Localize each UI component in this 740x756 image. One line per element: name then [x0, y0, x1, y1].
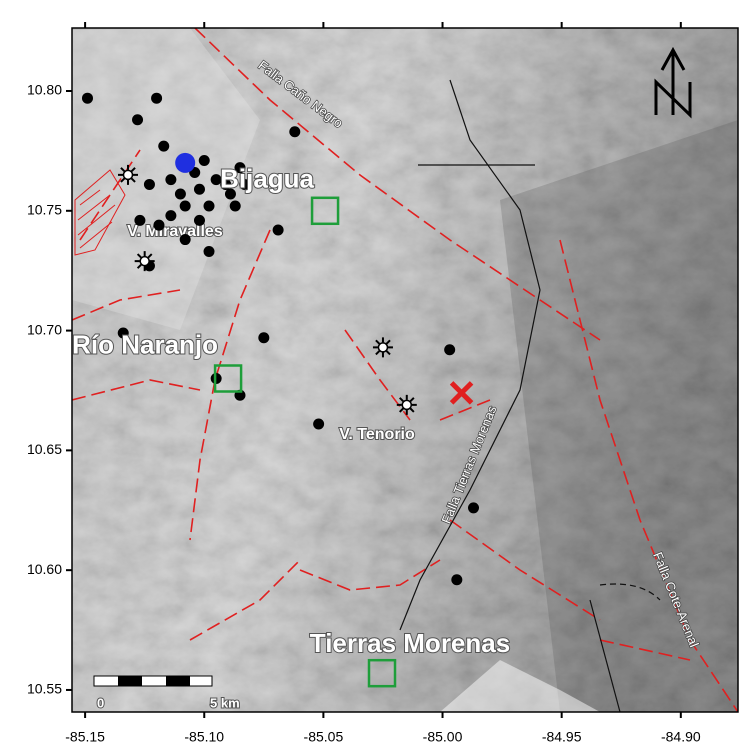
epicenter	[273, 224, 284, 235]
epicenter	[82, 93, 93, 104]
epicenter	[451, 574, 462, 585]
epicenter	[180, 234, 191, 245]
vent	[402, 400, 411, 409]
y-tick-label: 10.60	[27, 561, 62, 577]
y-tick-label: 10.70	[27, 321, 62, 337]
epicenter	[313, 419, 324, 430]
volcano-label: V. Tenorio	[339, 426, 415, 443]
map-figure: 0 5 km V. Miravalles V. Tenorio Falla Ca…	[0, 0, 740, 756]
epicenter	[444, 344, 455, 355]
y-tick-label: 10.65	[27, 441, 62, 457]
epicenter	[175, 189, 186, 200]
x-tick-label: -85.00	[423, 729, 463, 745]
volcano-label: V. Miravalles	[127, 223, 223, 240]
y-tick-label: 10.55	[27, 681, 62, 697]
x-tick-label: -85.10	[184, 729, 224, 745]
town-label: Tierras Morenas	[310, 628, 510, 658]
scale-label: 0	[97, 695, 104, 710]
main-event	[175, 153, 195, 173]
epicenter	[199, 155, 210, 166]
vent	[140, 257, 149, 266]
scale-bar	[94, 676, 212, 686]
epicenter	[165, 210, 176, 221]
epicenter	[194, 215, 205, 226]
town-label: Río Naranjo	[72, 329, 218, 359]
epicenter	[165, 174, 176, 185]
vent	[378, 343, 387, 352]
x-tick-label: -85.15	[65, 729, 105, 745]
epicenter	[230, 201, 241, 212]
epicenter	[180, 201, 191, 212]
y-tick-label: 10.80	[27, 82, 62, 98]
epicenter	[158, 141, 169, 152]
x-tick-label: -84.90	[661, 729, 701, 745]
epicenter	[204, 246, 215, 257]
relief	[72, 28, 738, 712]
epicenter	[132, 114, 143, 125]
epicenter	[144, 179, 155, 190]
town-label: Bijagua	[220, 164, 314, 194]
epicenter	[151, 93, 162, 104]
epicenter	[204, 201, 215, 212]
epicenter	[194, 184, 205, 195]
epicenter	[258, 332, 269, 343]
epicenter	[289, 126, 300, 137]
x-tick-label: -85.05	[304, 729, 344, 745]
vent	[123, 170, 132, 179]
x-tick-label: -84.95	[542, 729, 582, 745]
epicenter	[153, 220, 164, 231]
epicenter	[468, 502, 479, 513]
y-tick-label: 10.75	[27, 202, 62, 218]
epicenter	[134, 215, 145, 226]
scale-label: 5 km	[210, 695, 240, 710]
